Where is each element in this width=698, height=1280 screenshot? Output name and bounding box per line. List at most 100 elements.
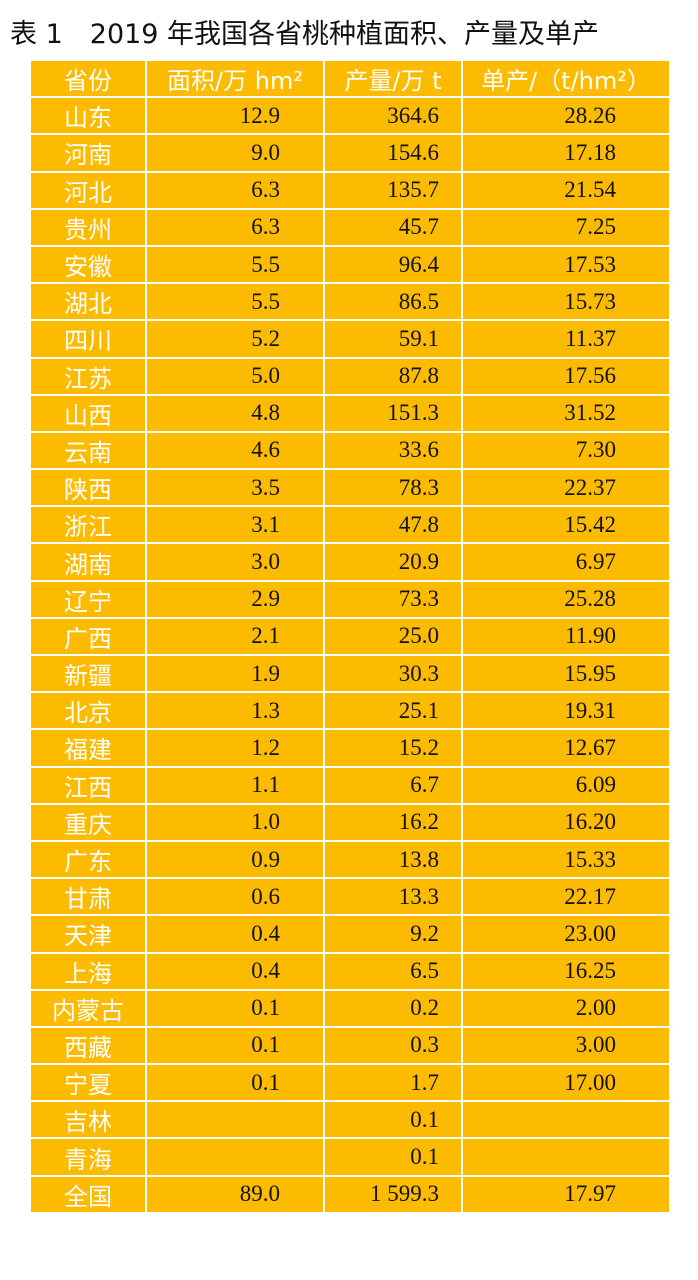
cell-value: 0.6 — [251, 883, 280, 909]
cell-output: 0.1 — [323, 1137, 463, 1177]
cell-area: 1.3 — [145, 691, 325, 731]
cell-area: 4.8 — [145, 393, 325, 433]
cell-value: 6.5 — [410, 958, 439, 984]
cell-output: 16.2 — [323, 802, 463, 842]
table-row: 江苏 5.0 87.8 17.56 — [29, 356, 671, 396]
cell-yield: 17.18 — [461, 133, 671, 173]
cell-yield: 17.56 — [461, 356, 671, 396]
cell-area: 5.0 — [145, 356, 325, 396]
cell-value: 78.3 — [398, 474, 439, 500]
cell-value: 5.2 — [251, 325, 280, 351]
cell-output: 1.7 — [323, 1063, 463, 1103]
cell-province: 江苏 — [29, 356, 147, 396]
table-row: 吉林 0.1 — [29, 1100, 671, 1140]
cell-value: 2.1 — [251, 623, 280, 649]
table-row: 湖北 5.5 86.5 15.73 — [29, 282, 671, 322]
table-row: 西藏 0.1 0.3 3.00 — [29, 1025, 671, 1066]
cell-province: 安徽 — [29, 244, 147, 285]
table-row: 云南 4.6 33.6 7.30 — [29, 430, 671, 471]
cell-value: 12.67 — [564, 734, 616, 760]
table-row: 重庆 1.0 16.2 16.20 — [29, 802, 671, 842]
cell-value: 5.0 — [251, 363, 280, 389]
cell-value: 13.8 — [398, 846, 439, 872]
cell-value: 1.9 — [251, 660, 280, 686]
cell-value: 3.1 — [251, 511, 280, 537]
cell-yield: 15.42 — [461, 505, 671, 545]
cell-province: 吉林 — [29, 1100, 147, 1140]
cell-area: 3.1 — [145, 505, 325, 545]
table-row: 新疆 1.9 30.3 15.95 — [29, 653, 671, 694]
cell-province: 福建 — [29, 728, 147, 768]
cell-area: 0.1 — [145, 988, 325, 1028]
cell-yield: 22.17 — [461, 877, 671, 917]
cell-yield: 6.97 — [461, 542, 671, 582]
cell-value: 6.09 — [575, 772, 616, 798]
table-row: 宁夏 0.1 1.7 17.00 — [29, 1063, 671, 1103]
table-row: 湖南 3.0 20.9 6.97 — [29, 542, 671, 582]
cell-province: 重庆 — [29, 802, 147, 842]
cell-area: 5.5 — [145, 282, 325, 322]
cell-province: 宁夏 — [29, 1063, 147, 1103]
cell-province: 湖北 — [29, 282, 147, 322]
cell-output: 25.0 — [323, 616, 463, 657]
cell-province: 上海 — [29, 951, 147, 991]
cell-province: 江西 — [29, 765, 147, 805]
cell-yield: 15.33 — [461, 839, 671, 880]
table-row: 广西 2.1 25.0 11.90 — [29, 616, 671, 657]
cell-value: 4.8 — [251, 400, 280, 426]
cell-yield: 31.52 — [461, 393, 671, 433]
cell-value: 21.54 — [564, 177, 616, 203]
cell-province: 陕西 — [29, 468, 147, 508]
cell-area: 2.9 — [145, 579, 325, 619]
cell-output: 20.9 — [323, 542, 463, 582]
cell-value: 3.5 — [251, 474, 280, 500]
cell-value: 86.5 — [398, 288, 439, 314]
cell-yield: 16.20 — [461, 802, 671, 842]
header-province: 省份 — [29, 58, 147, 99]
cell-province: 天津 — [29, 914, 147, 954]
cell-value: 12.9 — [239, 102, 280, 128]
cell-value: 17.56 — [564, 363, 616, 389]
cell-value: 20.9 — [398, 549, 439, 575]
table-row: 辽宁 2.9 73.3 25.28 — [29, 579, 671, 619]
cell-yield: 6.09 — [461, 765, 671, 805]
cell-output: 47.8 — [323, 505, 463, 545]
table-row: 天津 0.4 9.2 23.00 — [29, 914, 671, 954]
cell-province: 新疆 — [29, 653, 147, 694]
cell-output: 73.3 — [323, 579, 463, 619]
cell-value: 25.28 — [564, 586, 616, 612]
table-row: 安徽 5.5 96.4 17.53 — [29, 244, 671, 285]
cell-yield: 15.95 — [461, 653, 671, 694]
cell-value: 73.3 — [398, 586, 439, 612]
cell-output: 15.2 — [323, 728, 463, 768]
cell-yield: 23.00 — [461, 914, 671, 954]
cell-value: 33.6 — [398, 437, 439, 463]
cell-value: 1.0 — [251, 809, 280, 835]
cell-area: 6.3 — [145, 207, 325, 247]
cell-area: 1.1 — [145, 765, 325, 805]
cell-value: 0.4 — [251, 920, 280, 946]
cell-value: 17.18 — [564, 139, 616, 165]
cell-yield — [461, 1137, 671, 1177]
cell-yield: 7.30 — [461, 430, 671, 471]
cell-value: 16.25 — [564, 958, 616, 984]
cell-value: 13.3 — [398, 883, 439, 909]
cell-value: 0.1 — [251, 1069, 280, 1095]
cell-province: 湖南 — [29, 542, 147, 582]
cell-area: 1.2 — [145, 728, 325, 768]
cell-value: 15.2 — [398, 734, 439, 760]
cell-value: 5.5 — [251, 251, 280, 277]
cell-province: 贵州 — [29, 207, 147, 247]
cell-province: 山西 — [29, 393, 147, 433]
cell-province: 全国 — [29, 1174, 147, 1214]
cell-output: 96.4 — [323, 244, 463, 285]
cell-province: 西藏 — [29, 1025, 147, 1066]
cell-output: 364.6 — [323, 96, 463, 136]
cell-value: 22.17 — [564, 883, 616, 909]
cell-value: 87.8 — [398, 363, 439, 389]
cell-output: 0.2 — [323, 988, 463, 1028]
cell-value: 16.2 — [398, 809, 439, 835]
cell-area: 9.0 — [145, 133, 325, 173]
cell-value: 154.6 — [387, 139, 439, 165]
cell-value: 11.90 — [565, 623, 616, 649]
